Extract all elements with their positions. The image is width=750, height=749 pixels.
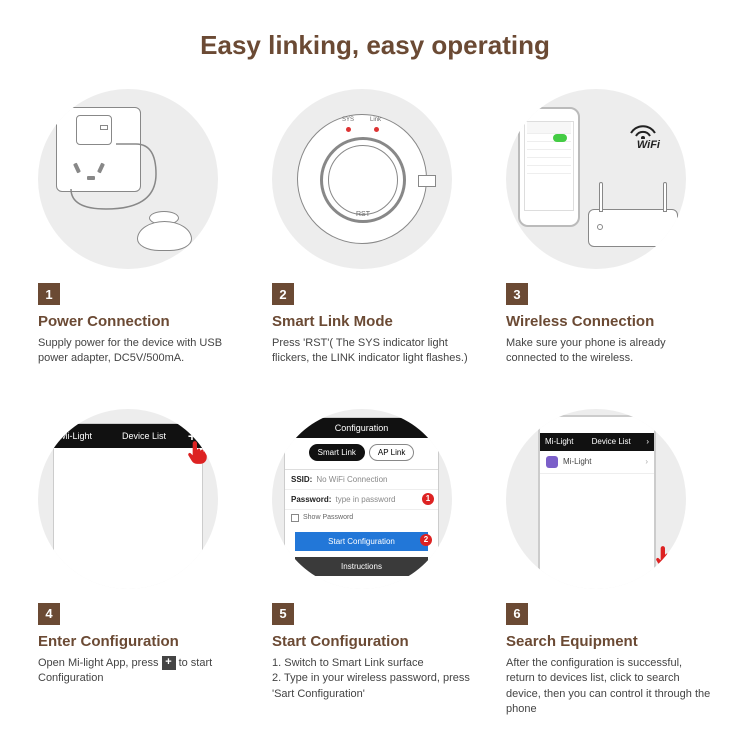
step-4-illustration: Mi-Light Device List +: [38, 409, 218, 589]
step-4-desc: Open Mi-light App, press + to start Conf…: [38, 656, 244, 687]
step-6-desc: After the configuration is successful, r…: [506, 656, 712, 718]
step-1-title: Power Connection: [38, 313, 244, 330]
device-list-item[interactable]: Mi-Light ›: [540, 451, 654, 474]
step-5: Configuration Smart Link AP Link SSID: N…: [272, 409, 478, 718]
device-icon: [137, 211, 192, 251]
step-number-5: 5: [272, 603, 294, 625]
instructions-button[interactable]: Instructions: [295, 557, 428, 576]
pointer-hand-icon: [652, 544, 678, 575]
router-icon: [588, 209, 678, 247]
app-configuration-screen: Configuration Smart Link AP Link SSID: N…: [284, 417, 439, 589]
app-brand-label: Mi-Light: [60, 431, 92, 441]
tab-ap-link[interactable]: AP Link: [369, 444, 414, 461]
steps-grid: 1 Power Connection Supply power for the …: [38, 89, 712, 717]
wifi-label: WiFi: [637, 139, 660, 151]
step-3: WiFi 3 Wireless Connection Make sure you…: [506, 89, 712, 367]
device-app-icon: [546, 456, 558, 468]
step-2-illustration: SYS Link RST: [272, 89, 452, 269]
show-password-checkbox[interactable]: Show Password: [285, 510, 438, 526]
marker-2-icon: 2: [420, 534, 432, 546]
pointer-hand-icon: [184, 439, 210, 471]
step-1-desc: Supply power for the device with USB pow…: [38, 336, 244, 367]
step-3-illustration: WiFi: [506, 89, 686, 269]
app-screen-title: Device List: [122, 431, 166, 441]
phone-device-list-screen: Mi-Light Device List › Mi-Light › 🔍 SEAR…: [538, 415, 656, 589]
marker-1-icon: 1: [422, 493, 434, 505]
start-configuration-button[interactable]: Start Configuration 2: [295, 532, 428, 551]
usb-port-icon: [418, 175, 436, 187]
phone-icon: [518, 107, 580, 227]
step-number-2: 2: [272, 283, 294, 305]
step-5-title: Start Configuration: [272, 633, 478, 650]
rst-label: RST: [356, 211, 370, 218]
page-title: Easy linking, easy operating: [38, 30, 712, 61]
step-6: Mi-Light Device List › Mi-Light › 🔍 SEAR…: [506, 409, 712, 718]
hub-top-view-icon: SYS Link RST: [297, 114, 427, 244]
tab-smart-link[interactable]: Smart Link: [309, 444, 365, 461]
step-3-title: Wireless Connection: [506, 313, 712, 330]
step-5-illustration: Configuration Smart Link AP Link SSID: N…: [272, 409, 452, 589]
step-number-4: 4: [38, 603, 60, 625]
step-1: 1 Power Connection Supply power for the …: [38, 89, 244, 367]
step-4-title: Enter Configuration: [38, 633, 244, 650]
step-number-1: 1: [38, 283, 60, 305]
password-field[interactable]: Password: type in password 1: [285, 490, 438, 510]
step-1-illustration: [38, 89, 218, 269]
usb-cable-icon: [66, 139, 186, 219]
ssid-field: SSID: No WiFi Connection: [285, 470, 438, 490]
step-2-title: Smart Link Mode: [272, 313, 478, 330]
step-6-title: Search Equipment: [506, 633, 712, 650]
step-number-3: 3: [506, 283, 528, 305]
app-device-list-screen: Mi-Light Device List +: [53, 423, 203, 589]
step-number-6: 6: [506, 603, 528, 625]
config-header: Configuration: [285, 418, 438, 438]
step-5-desc: 1. Switch to Smart Link surface 2. Type …: [272, 656, 478, 702]
step-2-desc: Press 'RST'( The SYS indicator light fli…: [272, 336, 478, 367]
step-2: SYS Link RST 2 Smart Link Mode Press 'RS…: [272, 89, 478, 367]
step-6-illustration: Mi-Light Device List › Mi-Light › 🔍 SEAR…: [506, 409, 686, 589]
step-4: Mi-Light Device List + 4 Enter Configura…: [38, 409, 244, 718]
wifi-icon: [628, 117, 658, 139]
step-3-desc: Make sure your phone is already connecte…: [506, 336, 712, 367]
plus-inline-icon: +: [162, 656, 176, 670]
